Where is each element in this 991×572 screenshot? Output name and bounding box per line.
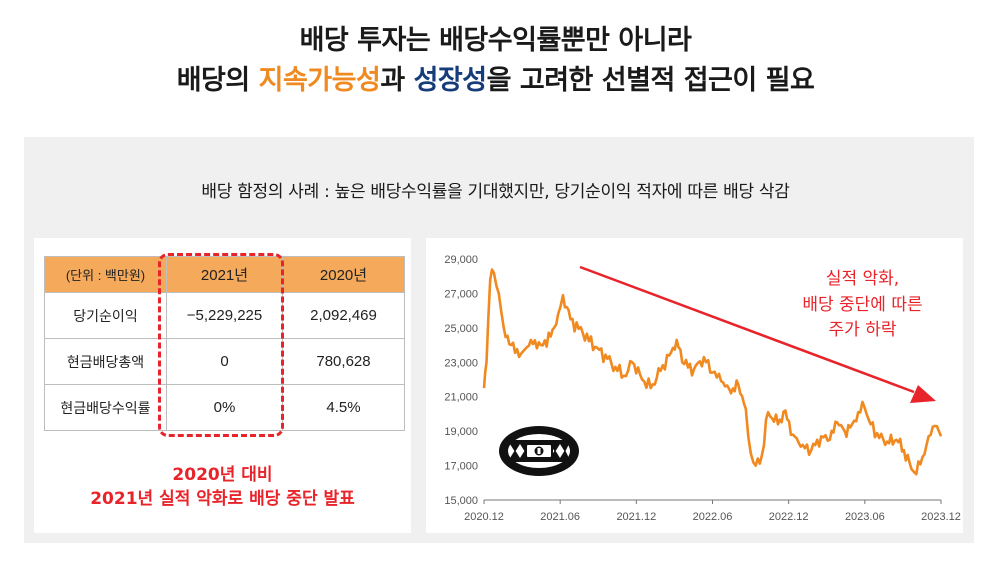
cell-2020: 780,628: [282, 338, 405, 385]
highlight-2021-dashed-box: [158, 253, 284, 437]
downtrend-arrow: [579, 265, 936, 403]
arrow-head: [910, 385, 936, 403]
header-2021: 2021년: [166, 256, 283, 293]
stock-price-line: [482, 268, 943, 476]
y-tick-label: 21,000: [444, 392, 478, 404]
panel-subtitle: 배당 함정의 사례 : 높은 배당수익률을 기대했지만, 당기순이익 적자에 따…: [201, 182, 790, 202]
stock-price-chart: 15,000 17,000 19,000 21,000 23,000 25,000 27,0…: [444, 254, 961, 523]
row-label: 당기순이익: [44, 292, 167, 339]
arrow-shaft: [579, 265, 915, 394]
x-tick-label: 2023.06: [845, 511, 885, 523]
headline-part-a: 배당의: [176, 65, 259, 96]
y-tick-label: 19,000: [444, 426, 478, 438]
x-tick-label: 2022.12: [769, 511, 809, 523]
headline-line-1: 배당 투자는 배당수익률뿐만 아니라: [299, 25, 692, 56]
y-tick-label: 15,000: [444, 495, 478, 507]
header-2020: 2020년: [282, 256, 405, 293]
x-tick-label: 2020.12: [464, 511, 504, 523]
headline-part-e: 을 고려한 선별적 접근이 필요: [486, 65, 815, 96]
row-label: 현금배당수익률: [44, 384, 167, 431]
cell-2021: 0%: [166, 384, 283, 431]
y-tick-label: 17,000: [444, 461, 478, 473]
headline-keyword-sustainability: 지속가능성: [258, 65, 381, 96]
x-axis: 2020.12 2021.06 2021.12 2022.06 2022.12 2023.…: [464, 499, 961, 523]
y-tick-label: 25,000: [444, 323, 478, 335]
y-tick-label: 23,000: [444, 357, 478, 369]
headline-keyword-growth: 성장성: [413, 65, 488, 96]
chart-annotation-line-1: 실적 악화,: [825, 269, 900, 289]
row-label: 현금배당총액: [44, 338, 167, 385]
chart-annotation-line-3: 주가 하락: [828, 320, 897, 340]
headline-part-c: 과: [380, 65, 414, 96]
x-tick-label: 2023.12: [921, 511, 961, 523]
headline-line-2-highlight: 배당의 지속가능성과 성장성을 고려한 선별적 접근이 필요: [168, 58, 823, 100]
dividend-table: (단위 : 백만원) 2021년 2020년 당기순이익 −5,229,225 …: [44, 256, 405, 431]
headline-line-2: 배당의 지속가능성과 성장성을 고려한 선별적 접근이 필요: [0, 58, 991, 100]
y-tick-label: 27,000: [444, 288, 478, 300]
y-axis: 15,000 17,000 19,000 21,000 23,000 25,000 27,0…: [444, 254, 478, 507]
x-tick-label: 2021.12: [616, 511, 656, 523]
x-tick-label: 2021.06: [540, 511, 580, 523]
chart-card: [426, 238, 963, 533]
cell-2021: −5,229,225: [166, 292, 283, 339]
table-note-line-1: 2020년 대비: [172, 465, 273, 485]
header-unit: (단위 : 백만원): [44, 256, 167, 293]
table-note-line-2: 2021년 실적 악화로 배당 중단 발표: [90, 489, 355, 509]
y-tick-label: 29,000: [444, 254, 478, 266]
table-row: 현금배당수익률 0% 4.5%: [44, 384, 405, 431]
cell-2020: 2,092,469: [282, 292, 405, 339]
table-header-row: (단위 : 백만원) 2021년 2020년: [44, 256, 405, 293]
money-trap-icon: [499, 426, 579, 476]
cell-2020: 4.5%: [282, 384, 405, 431]
table-row: 당기순이익 −5,229,225 2,092,469: [44, 292, 405, 339]
x-tick-label: 2022.06: [693, 511, 733, 523]
chart-annotation-line-2: 배당 중단에 따른: [802, 295, 923, 315]
